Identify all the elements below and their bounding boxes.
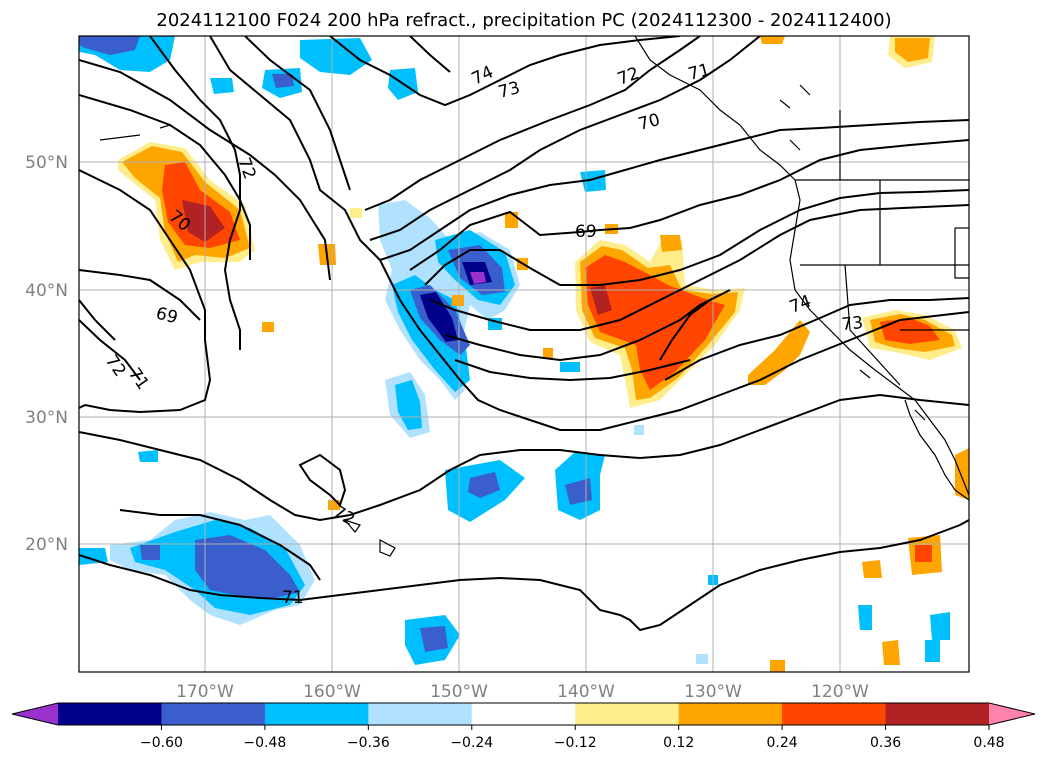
colorbar-tick-label: 0.48: [973, 735, 1004, 751]
lat-label: 20°N: [25, 535, 68, 555]
map-title: 2024112100 F024 200 hPa refract., precip…: [156, 10, 891, 31]
colorbar-cell: [368, 703, 473, 725]
colorbar-cell: [678, 703, 783, 725]
negative-precip-regions: [79, 36, 950, 665]
positive-precip-regions: [118, 36, 969, 672]
lon-label: 140°W: [557, 682, 615, 702]
map-frame: [78, 35, 970, 673]
colorbar-tick-label: −0.24: [450, 735, 493, 751]
colorbar-tick-label: −0.60: [140, 735, 183, 751]
longitude-labels: 170°W 160°W 150°W 140°W 130°W 120°W: [176, 682, 869, 702]
lon-label: 130°W: [684, 682, 742, 702]
colorbar-cell: [471, 703, 576, 725]
colorbar-tick-label: 0.12: [663, 735, 694, 751]
contour-label: 69: [575, 222, 597, 242]
lat-label: 50°N: [25, 153, 68, 173]
colorbar-ticks: −0.60 −0.48 −0.36 −0.24 −0.12 0.12 0.24 0.36 0.4…: [140, 725, 1005, 751]
colorbar-extend-right: [989, 703, 1035, 725]
contour-label: 71: [282, 588, 304, 608]
contour-label: 73: [841, 313, 864, 335]
lon-label: 160°W: [303, 682, 361, 702]
colorbar-cell: [782, 703, 887, 725]
latitude-labels: 50°N 40°N 30°N 20°N: [25, 153, 68, 555]
lon-label: 120°W: [811, 682, 869, 702]
colorbar-extend-left: [12, 703, 58, 725]
coastlines: [99, 36, 969, 557]
colorbar-tick-label: 0.36: [870, 735, 901, 751]
colorbar-cell: [58, 703, 162, 725]
colorbar-tick-label: −0.36: [347, 735, 390, 751]
lat-label: 30°N: [25, 408, 68, 428]
colorbar-outline: [11, 702, 1036, 726]
colorbar-tick-label: −0.12: [554, 735, 597, 751]
map-area: 74 73 72 71 70 72 70 69 69 72 71 74 73 7…: [79, 36, 969, 672]
lon-label: 170°W: [176, 682, 234, 702]
colorbar-cell: [161, 703, 266, 725]
colorbar-tick-label: −0.48: [243, 735, 286, 751]
refractivity-contours: [79, 36, 969, 632]
lat-label: 40°N: [25, 281, 68, 301]
colorbar-tick-label: 0.24: [767, 735, 798, 751]
colorbar-cell: [264, 703, 369, 725]
colorbar: −0.60 −0.48 −0.36 −0.24 −0.12 0.12 0.24 0.36 0.4…: [11, 702, 1036, 751]
colorbar-cell: [575, 703, 680, 725]
lon-label: 150°W: [430, 682, 488, 702]
colorbar-cell: [885, 703, 990, 725]
colorbar-cells: [58, 703, 990, 725]
